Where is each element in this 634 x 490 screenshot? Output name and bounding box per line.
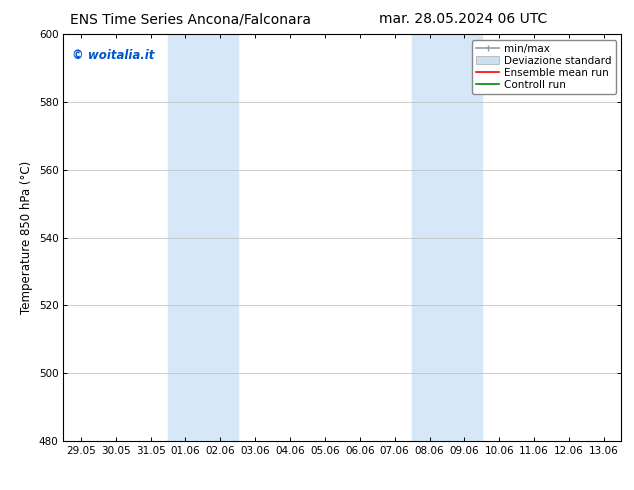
- Legend: min/max, Deviazione standard, Ensemble mean run, Controll run: min/max, Deviazione standard, Ensemble m…: [472, 40, 616, 94]
- Bar: [412, 34, 482, 441]
- Text: ENS Time Series Ancona/Falconara: ENS Time Series Ancona/Falconara: [70, 12, 311, 26]
- Y-axis label: Temperature 850 hPa (°C): Temperature 850 hPa (°C): [20, 161, 33, 314]
- Bar: [168, 34, 238, 441]
- Text: mar. 28.05.2024 06 UTC: mar. 28.05.2024 06 UTC: [378, 12, 547, 26]
- Text: © woitalia.it: © woitalia.it: [72, 49, 154, 62]
